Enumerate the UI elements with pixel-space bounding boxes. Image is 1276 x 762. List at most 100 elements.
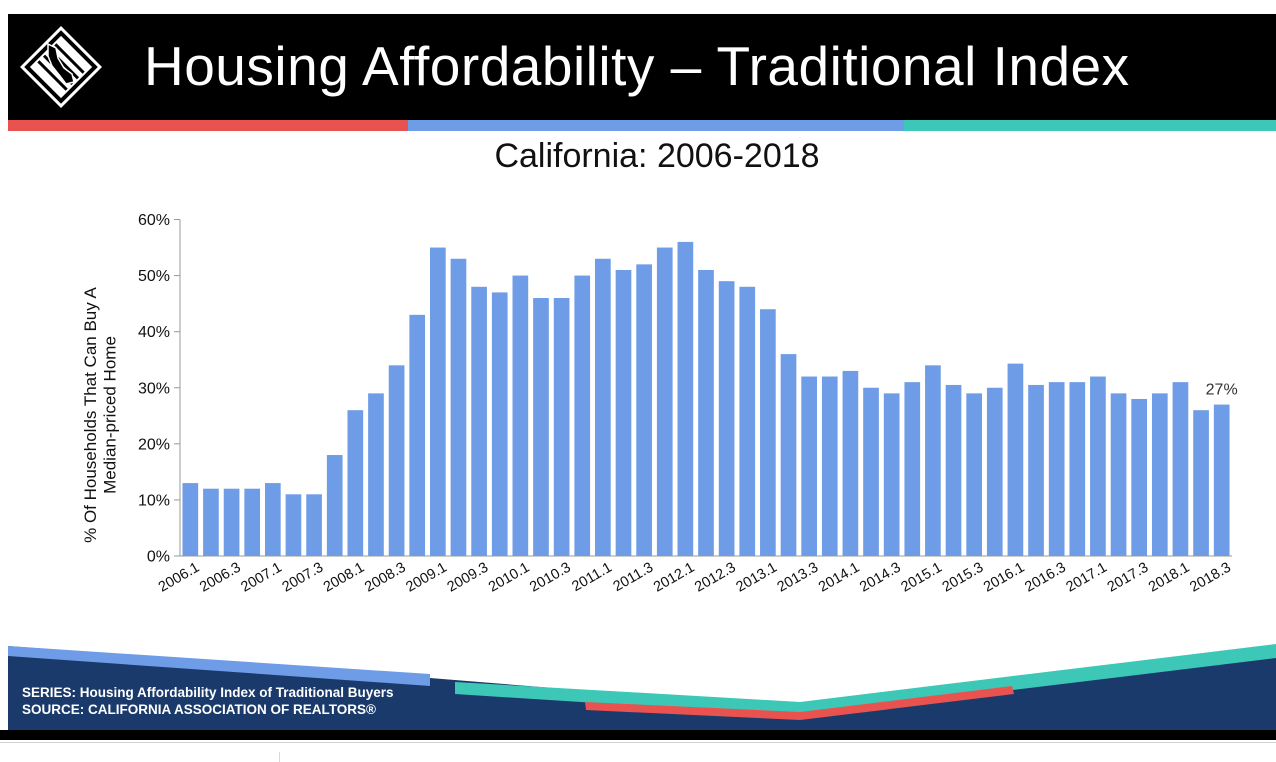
- y-tick-label: 40%: [138, 324, 170, 341]
- bar-2006.3: [223, 488, 240, 556]
- bar-2007.2: [285, 494, 302, 556]
- x-tick-label: 2011.1: [569, 560, 614, 595]
- bar-2008.4: [409, 314, 426, 556]
- y-tick-label: 30%: [138, 380, 170, 397]
- x-tick-label: 2014.3: [857, 560, 903, 596]
- x-tick-label: 2010.3: [527, 560, 573, 596]
- bar-2010.3: [553, 298, 570, 556]
- bar-2008.1: [347, 410, 364, 556]
- title-banner: Housing Affordability – Traditional Inde…: [8, 14, 1276, 120]
- bar-2013.2: [780, 354, 797, 556]
- x-tick-label: 2018.1: [1146, 560, 1192, 596]
- x-tick-label: 2010.1: [486, 560, 532, 596]
- bar-2015.2: [945, 384, 962, 556]
- bar-2010.2: [533, 298, 549, 556]
- x-tick-label: 2017.3: [1105, 560, 1151, 596]
- y-tick-label: 60%: [138, 212, 170, 229]
- bar-2007.1: [264, 483, 281, 556]
- y-tick-label: 0%: [147, 549, 170, 566]
- bar-2008.3: [388, 365, 405, 556]
- x-tick-label: 2012.3: [692, 560, 738, 596]
- x-tick-label: 2009.1: [403, 560, 449, 596]
- x-tick-label: 2006.3: [197, 560, 243, 596]
- bar-2008.2: [368, 393, 384, 556]
- bar-2006.2: [203, 488, 219, 556]
- bar-2017.1: [1090, 376, 1106, 556]
- bar-2011.4: [656, 247, 673, 557]
- divider: [0, 742, 1276, 743]
- bar-2017.4: [1151, 393, 1168, 556]
- bar-2018.1: [1172, 382, 1189, 556]
- bar-2006.1: [182, 483, 199, 556]
- bar-2010.1: [512, 275, 529, 556]
- bar-2009.4: [491, 292, 508, 556]
- stripe-red: [8, 120, 408, 131]
- stripe-teal: [904, 120, 1276, 131]
- y-axis-label: % Of Households That Can Buy AMedian-pri…: [81, 286, 120, 542]
- bar-2007.3: [306, 494, 322, 556]
- x-tick-label: 2018.3: [1187, 560, 1233, 596]
- bar-2017.3: [1131, 398, 1148, 556]
- page-title: Housing Affordability – Traditional Inde…: [144, 35, 1130, 97]
- bar-2013.4: [821, 376, 838, 556]
- x-tick-label: 2007.3: [280, 560, 326, 596]
- bar-2009.2: [450, 258, 467, 556]
- stripe-blue: [408, 120, 904, 131]
- bar-2018.2: [1193, 410, 1209, 556]
- bar-2012.2: [698, 269, 714, 556]
- bar-2016.4: [1069, 382, 1086, 556]
- y-tick-label: 20%: [138, 436, 170, 453]
- bar-2009.3: [471, 286, 487, 556]
- bar-2015.4: [986, 387, 1003, 556]
- divider-tick: [279, 752, 280, 762]
- x-tick-label: 2007.1: [238, 560, 284, 596]
- bar-2007.4: [326, 455, 343, 556]
- x-tick-label: 2013.1: [733, 560, 779, 596]
- bar-2014.2: [863, 387, 879, 556]
- bar-2014.4: [904, 382, 921, 556]
- footer-banner: [0, 644, 1276, 740]
- x-tick-label: 2009.3: [445, 560, 491, 596]
- bar-2016.2: [1028, 384, 1044, 556]
- footer-text: SERIES: Housing Affordability Index of T…: [22, 684, 394, 718]
- color-stripe: [8, 120, 1276, 131]
- x-tick-label: 2014.1: [816, 560, 862, 596]
- chart-title: California: 2006-2018: [494, 137, 820, 175]
- bar-2018.3: [1213, 404, 1230, 556]
- bar-2011.1: [595, 258, 611, 556]
- x-tick-label: 2008.1: [321, 560, 367, 596]
- bar-chart: 0% 10% 20% 30% 40% 50% 60% % Of Households That…: [81, 212, 1238, 596]
- bar-2010.4: [574, 275, 591, 556]
- y-tick-label: 10%: [138, 492, 170, 509]
- bar-2009.1: [430, 247, 446, 557]
- x-tick-label: 2011.3: [611, 560, 656, 595]
- x-tick-label: 2015.3: [940, 560, 986, 596]
- x-tick-label: 2016.3: [1022, 560, 1068, 596]
- bar-2012.1: [677, 241, 694, 556]
- bar-2014.3: [883, 393, 900, 556]
- bar-2015.1: [925, 365, 941, 556]
- bar-2017.2: [1110, 393, 1127, 556]
- x-tick-label: 2013.3: [775, 560, 821, 596]
- y-tick-label: 50%: [138, 268, 170, 285]
- last-value-label: 27%: [1206, 382, 1238, 399]
- x-tick-label: 2017.1: [1063, 560, 1109, 596]
- bar-2014.1: [842, 370, 859, 556]
- source-note: SOURCE: CALIFORNIA ASSOCIATION OF REALTO…: [22, 702, 376, 717]
- bar-2013.1: [760, 309, 776, 556]
- series-note: SERIES: Housing Affordability Index of T…: [22, 685, 394, 700]
- bar-2006.4: [244, 488, 261, 556]
- bar-2011.2: [615, 269, 632, 556]
- bar-2011.3: [636, 264, 652, 556]
- bar-2016.1: [1007, 363, 1024, 556]
- x-tick-label: 2015.1: [898, 560, 944, 596]
- x-tick-label: 2008.3: [362, 560, 408, 596]
- bar-2015.3: [966, 393, 982, 556]
- bar-2012.4: [739, 286, 756, 556]
- x-tick-label: 2016.1: [981, 560, 1027, 596]
- bar-2013.3: [801, 376, 817, 556]
- california-logo-icon: [19, 25, 103, 109]
- bar-2016.3: [1048, 382, 1065, 556]
- x-tick-label: 2012.1: [651, 560, 697, 596]
- bar-2012.3: [718, 281, 735, 556]
